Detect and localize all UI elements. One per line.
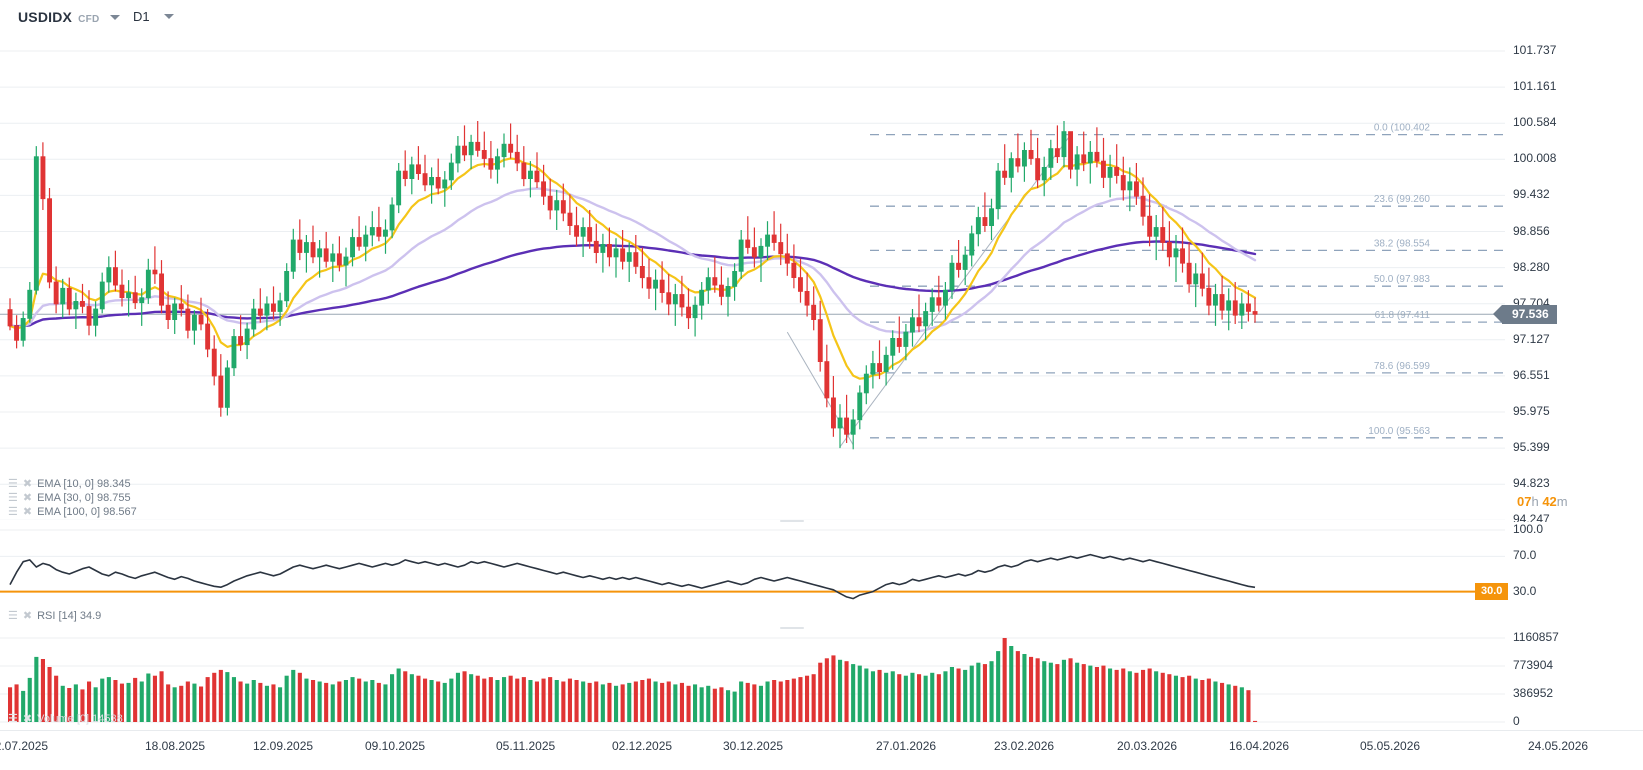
svg-text:0.0 (100.402: 0.0 (100.402 [1374,123,1431,134]
svg-text:78.6 (96.599: 78.6 (96.599 [1374,361,1431,372]
bar-countdown-timer: 07h 42m [1517,494,1568,509]
volume-axis-label: 1160857 [1513,630,1559,644]
timeframe-selector[interactable]: D1 [133,9,174,24]
close-icon[interactable]: ✖ [22,491,33,504]
price-axis-label: 99.432 [1513,187,1550,202]
chevron-down-icon[interactable] [163,14,174,19]
volume-axis-label: 386952 [1513,686,1554,700]
drag-handle-icon[interactable]: ☰ [8,491,18,504]
drag-handle-icon[interactable]: ☰ [8,609,18,622]
close-icon[interactable]: ✖ [22,712,33,725]
symbol-type: CFD [78,14,100,25]
svg-text:61.8 (97.411: 61.8 (97.411 [1375,310,1431,321]
pane-splitter-price-rsi[interactable] [780,520,804,522]
legend-label: EMA [10, 0] 98.345 [37,478,131,490]
price-axis-label: 100.008 [1513,151,1557,166]
date-axis-label: 20.03.2026 [1117,739,1178,753]
price-axis-label: 95.399 [1513,440,1550,455]
svg-text:38.2 (98.554: 38.2 (98.554 [1374,238,1431,249]
symbol-selector[interactable]: USDIDX CFD [18,9,120,25]
price-axis-label: 94.823 [1513,476,1550,491]
price-axis-label: 101.161 [1513,79,1557,94]
symbol-name: USDIDX [18,9,73,25]
date-axis-label: 22.07.2025 [0,739,49,753]
legend-label: Volume [0] 14538 [37,713,123,725]
price-axis[interactable]: 101.737 101.161 100.584 100.008 99.432 98.856… [1493,36,1643,526]
date-axis-label: 05.05.2026 [1360,739,1421,753]
date-axis-label: 16.04.2026 [1229,739,1290,753]
drag-handle-icon[interactable]: ☰ [8,505,18,518]
legend-ema-10[interactable]: ☰ ✖ EMA [10, 0] 98.345 [8,478,131,490]
rsi-level-badge: 30.0 [1475,583,1509,601]
date-axis-label: 05.11.2025 [496,739,556,753]
legend-ema-30[interactable]: ☰ ✖ EMA [30, 0] 98.755 [8,492,131,504]
rsi-axis[interactable]: 100.0 70.0 30.0 30.0 [1475,522,1643,626]
volume-axis[interactable]: 1160857 773904 386952 0 [1505,630,1643,730]
close-icon[interactable]: ✖ [22,609,33,622]
current-price-badge: 97.536 [1493,304,1557,324]
date-axis-label: 27.01.2026 [876,739,937,753]
rsi-axis-label: 70.0 [1513,548,1537,563]
date-axis-label: 02.12.2025 [612,739,673,753]
volume-axis-label: 0 [1513,714,1520,728]
date-axis-label: 09.10.2025 [365,739,426,753]
legend-label: EMA [30, 0] 98.755 [37,492,131,504]
chevron-down-icon[interactable] [109,15,120,20]
date-axis-label: 23.02.2026 [994,739,1055,753]
rsi-chart-pane[interactable] [0,522,1505,626]
date-axis-label: 24.05.2026 [1528,739,1589,753]
volume-chart-pane[interactable] [0,630,1505,730]
legend-rsi[interactable]: ☰ ✖ RSI [14] 34.9 [8,610,101,622]
legend-ema-100[interactable]: ☰ ✖ EMA [100, 0] 98.567 [8,506,137,518]
price-axis-label: 97.127 [1513,331,1550,346]
svg-text:23.6 (99.260: 23.6 (99.260 [1374,194,1431,205]
timeframe-label: D1 [133,9,150,24]
close-icon[interactable]: ✖ [22,477,33,490]
svg-text:100.0 (95.563: 100.0 (95.563 [1368,426,1430,437]
svg-text:50.0 (97.983: 50.0 (97.983 [1374,274,1431,285]
date-axis-label: 30.12.2025 [723,739,784,753]
legend-label: RSI [14] 34.9 [37,610,102,622]
date-axis[interactable]: 22.07.2025 18.08.2025 12.09.2025 09.10.2025… [0,730,1643,770]
price-chart-pane[interactable]: 0.0 (100.402 23.6 (99.260 38.2 (98.554 50.0… [0,36,1505,520]
rsi-axis-label: 100.0 [1513,522,1544,536]
drag-handle-icon[interactable]: ☰ [8,712,18,725]
rsi-axis-label: 30.0 [1513,583,1537,598]
legend-label: EMA [100, 0] 98.567 [37,506,137,518]
pane-splitter-rsi-volume[interactable] [780,627,804,629]
chart-header: USDIDX CFD D1 [0,0,1643,36]
date-axis-label: 12.09.2025 [253,739,314,753]
volume-axis-label: 773904 [1513,658,1554,672]
legend-volume[interactable]: ☰ ✖ Volume [0] 14538 [8,713,123,725]
price-axis-label: 98.856 [1513,223,1550,238]
price-axis-label: 101.737 [1513,43,1557,57]
price-axis-label: 100.584 [1513,115,1557,130]
price-axis-label: 98.280 [1513,259,1550,274]
price-axis-label: 95.975 [1513,404,1550,418]
drag-handle-icon[interactable]: ☰ [8,477,18,490]
close-icon[interactable]: ✖ [22,505,33,518]
date-axis-label: 18.08.2025 [145,739,206,753]
price-axis-label: 96.551 [1513,367,1550,382]
